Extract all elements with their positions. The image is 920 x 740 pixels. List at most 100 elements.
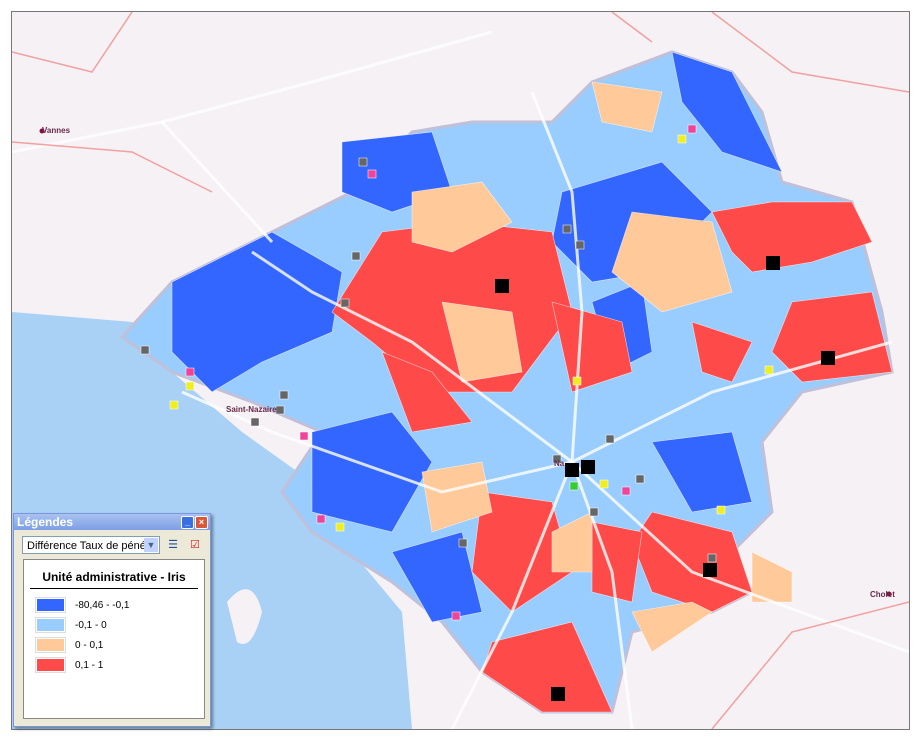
iris-zone: [771, 291, 893, 383]
iris-zone: [441, 301, 523, 383]
road: [530, 91, 584, 463]
iris-zone: [691, 321, 753, 383]
point-marker: [552, 454, 562, 464]
point-marker: [572, 376, 582, 386]
point-marker: [316, 514, 326, 524]
close-icon[interactable]: ×: [195, 516, 208, 529]
legend-item-label: -80,46 - -0,1: [75, 599, 130, 611]
island: [227, 589, 262, 644]
point-marker: [605, 434, 615, 444]
iris-zone: [591, 81, 663, 133]
road: [611, 12, 653, 43]
point-marker: [299, 431, 309, 441]
large-point-marker: [703, 563, 717, 577]
point-marker: [451, 611, 461, 621]
iris-zone: [421, 461, 493, 533]
iris-zone: [411, 181, 513, 253]
legend-item-label: 0,1 - 1: [75, 659, 104, 671]
point-marker: [621, 486, 631, 496]
iris-zone: [381, 351, 473, 433]
legend-item: 0,1 - 1: [35, 655, 204, 675]
legend-title-bar[interactable]: Légendes _ ×: [14, 514, 210, 530]
legend-item: -0,1 - 0: [35, 615, 204, 635]
point-marker: [279, 390, 289, 400]
legend-swatch: [35, 637, 66, 653]
iris-zone: [631, 601, 713, 653]
point-marker: [358, 157, 368, 167]
chevron-down-icon[interactable]: ▼: [144, 538, 158, 552]
city-label-saint-nazaire: Saint-Nazaire: [226, 405, 277, 414]
iris-zone: [391, 531, 483, 623]
road: [12, 12, 133, 73]
city-label-nantes: Na: [554, 459, 565, 468]
point-marker: [340, 298, 350, 308]
checklist-icon[interactable]: ☑: [190, 539, 200, 551]
road: [12, 141, 213, 193]
road: [181, 390, 573, 494]
road: [711, 601, 909, 729]
iris-zone: [171, 231, 343, 393]
large-point-marker: [565, 463, 579, 477]
point-marker: [140, 345, 150, 355]
point-marker: [716, 505, 726, 515]
point-marker: [562, 224, 572, 234]
point-marker: [677, 134, 687, 144]
point-marker: [250, 417, 260, 427]
point-marker: [185, 381, 195, 391]
road: [711, 12, 909, 93]
legend-window-title: Légendes: [17, 515, 74, 529]
point-marker: [575, 240, 585, 250]
legend-window[interactable]: Légendes _ × Différence Taux de pénét ▼ …: [13, 513, 211, 727]
legend-swatch: [35, 657, 66, 673]
export-legend-icon[interactable]: ☰: [168, 539, 178, 551]
iris-zone: [651, 431, 753, 513]
legend-item-label: 0 - 0,1: [75, 639, 104, 651]
iris-zone: [671, 51, 783, 173]
iris-zone: [711, 201, 873, 273]
point-marker: [351, 251, 361, 261]
point-marker: [367, 169, 377, 179]
point-marker: [589, 507, 599, 517]
point-marker: [707, 553, 717, 563]
large-point-marker: [821, 351, 835, 365]
legend-item: -80,46 - -0,1: [35, 595, 204, 615]
iris-zone: [311, 411, 433, 533]
point-marker: [687, 124, 697, 134]
city-dot: [39, 128, 45, 134]
point-marker: [458, 538, 468, 548]
minimize-icon[interactable]: _: [181, 516, 194, 529]
point-marker: [185, 367, 195, 377]
road: [251, 250, 573, 464]
city-label-vannes: Vannes: [42, 126, 71, 135]
large-point-marker: [551, 687, 565, 701]
point-marker: [599, 479, 609, 489]
road: [570, 461, 634, 729]
road: [570, 460, 909, 654]
iris-zone: [551, 511, 593, 573]
legend-content: Unité administrative - Iris -80,46 - -0,…: [23, 559, 205, 719]
layer-select[interactable]: Différence Taux de pénét ▼: [22, 536, 160, 554]
point-marker: [335, 522, 345, 532]
point-marker: [169, 400, 179, 410]
legend-item-label: -0,1 - 0: [75, 619, 107, 631]
point-marker: [764, 365, 774, 375]
iris-zone: [751, 551, 793, 603]
point-marker: [569, 481, 579, 491]
iris-zone: [611, 211, 733, 313]
point-marker: [275, 405, 285, 415]
road: [160, 120, 274, 244]
city-label-cholet: Cholet: [870, 590, 895, 599]
road: [450, 461, 574, 729]
legend-swatch: [35, 597, 66, 613]
point-marker: [635, 474, 645, 484]
iris-zone: [551, 301, 633, 393]
road: [12, 30, 493, 154]
legend-item: 0 - 0,1: [35, 635, 204, 655]
city-dot: [886, 591, 892, 597]
legend-swatch: [35, 617, 66, 633]
large-point-marker: [495, 279, 509, 293]
large-point-marker: [581, 460, 595, 474]
legend-heading: Unité administrative - Iris: [30, 570, 198, 589]
layer-select-value: Différence Taux de pénét: [27, 540, 149, 552]
large-point-marker: [766, 256, 780, 270]
